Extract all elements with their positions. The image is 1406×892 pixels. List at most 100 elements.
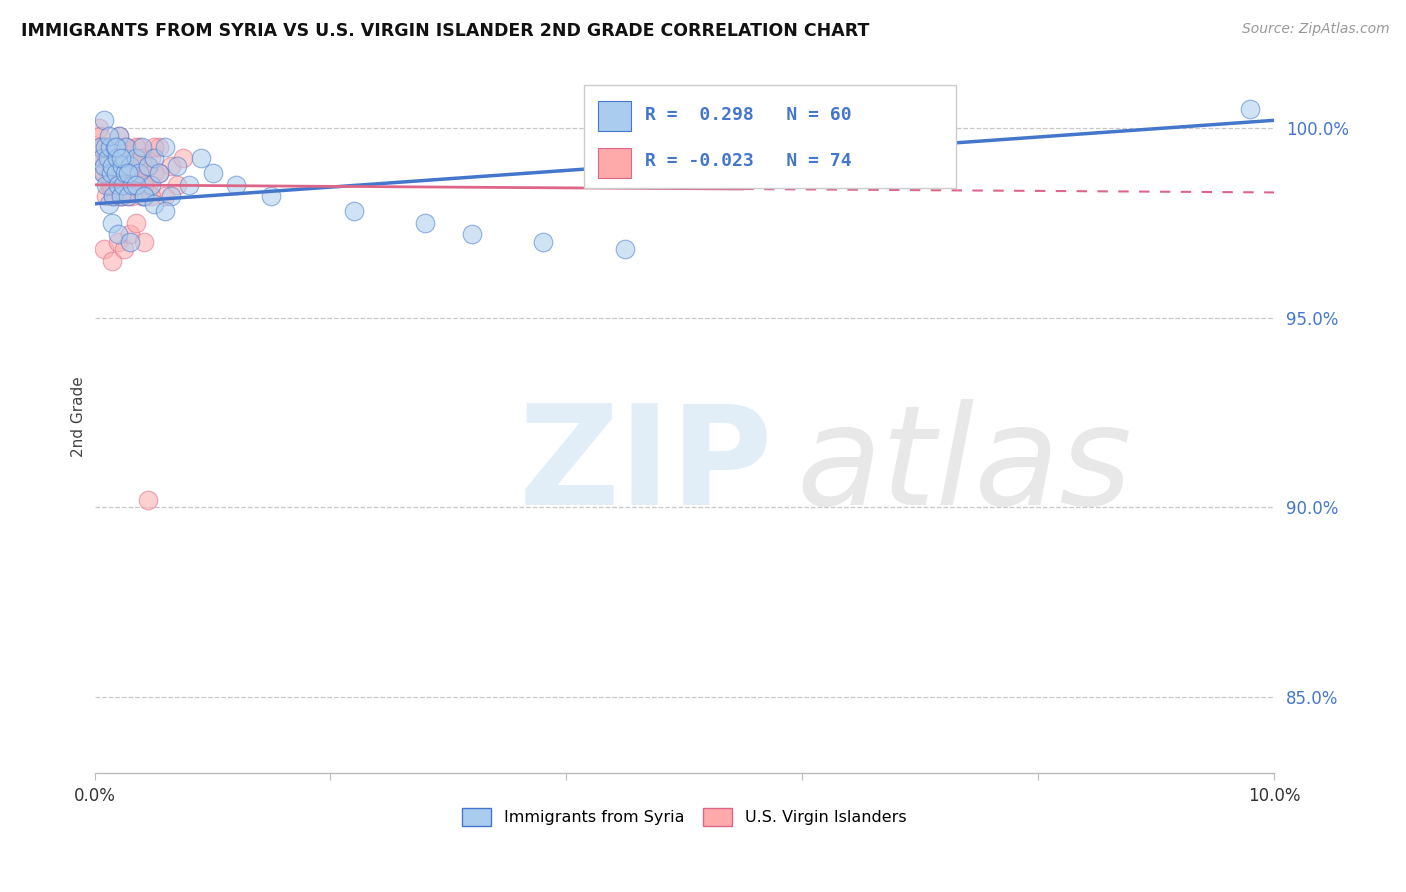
Point xyxy=(413,216,436,230)
Point xyxy=(131,189,153,203)
Point xyxy=(117,189,139,203)
Point xyxy=(136,159,159,173)
Point xyxy=(101,159,124,173)
Point xyxy=(117,166,139,180)
Point xyxy=(104,166,127,180)
Point xyxy=(128,166,150,180)
FancyBboxPatch shape xyxy=(583,85,956,188)
Point xyxy=(96,151,118,165)
Point xyxy=(89,128,111,143)
Point xyxy=(260,189,283,203)
Point xyxy=(98,140,121,154)
Point xyxy=(177,178,200,192)
Text: R =  0.298   N = 60: R = 0.298 N = 60 xyxy=(645,105,852,124)
Text: IMMIGRANTS FROM SYRIA VS U.S. VIRGIN ISLANDER 2ND GRADE CORRELATION CHART: IMMIGRANTS FROM SYRIA VS U.S. VIRGIN ISL… xyxy=(21,22,869,40)
Point xyxy=(155,140,177,154)
Point xyxy=(131,151,153,165)
Legend: Immigrants from Syria, U.S. Virgin Islanders: Immigrants from Syria, U.S. Virgin Islan… xyxy=(463,808,907,826)
Point xyxy=(136,159,159,173)
Point xyxy=(103,189,125,203)
Point xyxy=(531,235,554,249)
Point xyxy=(118,235,141,249)
Point xyxy=(91,166,114,180)
Point xyxy=(225,178,247,192)
Point xyxy=(111,178,134,192)
Point xyxy=(97,196,120,211)
Point xyxy=(118,159,141,173)
Point xyxy=(90,151,112,165)
Point xyxy=(97,128,120,143)
Point xyxy=(142,196,165,211)
Point xyxy=(107,227,129,242)
Point xyxy=(128,140,150,154)
Point xyxy=(96,178,118,192)
Point xyxy=(132,189,155,203)
Point xyxy=(141,189,163,203)
Point xyxy=(98,151,121,165)
Point xyxy=(118,227,141,242)
Point xyxy=(141,178,163,192)
Point xyxy=(132,159,155,173)
Point xyxy=(96,140,118,154)
Point xyxy=(172,151,194,165)
Point xyxy=(110,189,132,203)
Point xyxy=(94,140,117,154)
Point xyxy=(104,140,127,154)
Point xyxy=(112,243,135,257)
Point xyxy=(101,253,124,268)
Point xyxy=(201,166,224,180)
Point xyxy=(93,166,115,180)
Point xyxy=(136,492,159,507)
Point xyxy=(91,151,114,165)
Text: ZIP: ZIP xyxy=(519,399,773,533)
Point xyxy=(166,159,188,173)
Point xyxy=(118,159,141,173)
Point xyxy=(107,178,129,192)
Point xyxy=(97,178,120,192)
Point xyxy=(96,151,118,165)
Bar xyxy=(598,101,631,131)
Point xyxy=(141,151,163,165)
Point xyxy=(107,235,129,249)
Point xyxy=(132,178,155,192)
Point xyxy=(461,227,484,242)
Point xyxy=(93,243,115,257)
Point xyxy=(93,113,115,128)
Point xyxy=(117,178,139,192)
Point xyxy=(117,189,139,203)
Point xyxy=(114,140,136,154)
Point xyxy=(104,140,127,154)
Point xyxy=(118,159,141,173)
Point xyxy=(89,140,111,154)
Y-axis label: 2nd Grade: 2nd Grade xyxy=(72,376,86,457)
Point xyxy=(155,204,177,219)
Point xyxy=(125,140,148,154)
Point xyxy=(107,178,129,192)
Point xyxy=(100,166,122,180)
Point xyxy=(101,216,124,230)
Point xyxy=(101,159,124,173)
Point xyxy=(125,151,148,165)
Point xyxy=(114,166,136,180)
Point xyxy=(125,178,148,192)
Point xyxy=(110,166,132,180)
Point xyxy=(111,159,134,173)
Point xyxy=(108,128,131,143)
Point xyxy=(90,140,112,154)
Point xyxy=(148,140,170,154)
Point xyxy=(89,140,111,154)
Point xyxy=(105,151,128,165)
Point xyxy=(100,178,122,192)
Point xyxy=(100,178,122,192)
Point xyxy=(148,166,170,180)
Point xyxy=(190,151,212,165)
Point xyxy=(103,189,125,203)
Point xyxy=(104,140,127,154)
Point xyxy=(115,140,138,154)
Point xyxy=(132,235,155,249)
Point xyxy=(131,140,153,154)
Point xyxy=(142,140,165,154)
Point xyxy=(112,151,135,165)
Point xyxy=(1239,102,1261,116)
Point xyxy=(125,216,148,230)
